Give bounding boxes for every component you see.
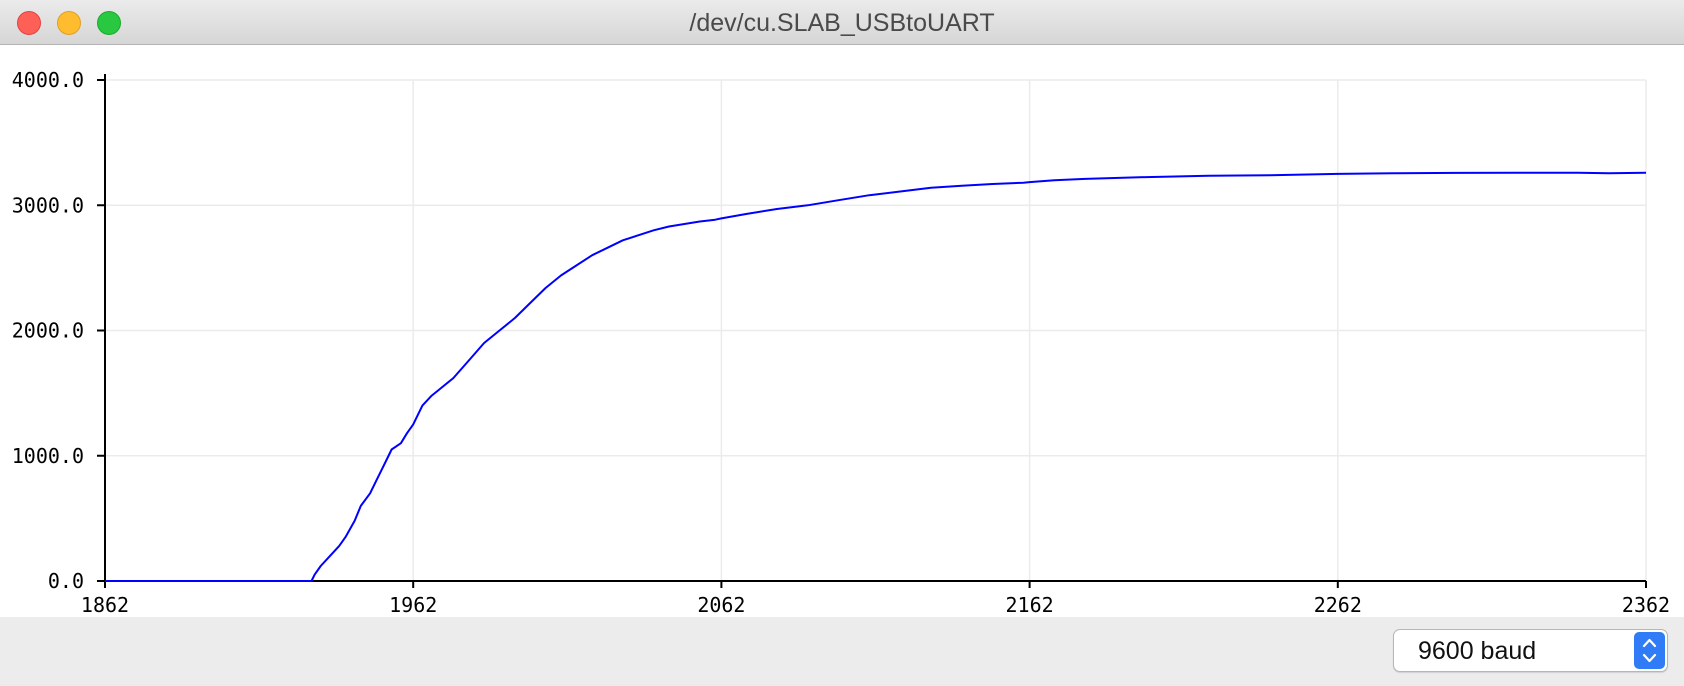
x-tick-label: 2062 xyxy=(697,593,745,617)
y-tick-label: 0.0 xyxy=(48,569,84,593)
zoom-window-button[interactable] xyxy=(97,11,121,35)
minimize-window-button[interactable] xyxy=(57,11,81,35)
y-tick-label: 1000.0 xyxy=(12,444,84,468)
x-tick-label: 2162 xyxy=(1006,593,1054,617)
chevron-up-down-icon[interactable] xyxy=(1634,632,1665,669)
x-tick-label: 2362 xyxy=(1622,593,1670,617)
close-window-button[interactable] xyxy=(17,11,41,35)
y-tick-label: 4000.0 xyxy=(12,68,84,92)
baud-rate-select[interactable]: 9600 baud xyxy=(1393,629,1668,672)
y-tick-label: 3000.0 xyxy=(12,193,84,217)
line-chart: 0.0 1000.0 2000.0 3000.0 4000.0 1862 1962 2062 2… xyxy=(12,68,1670,617)
bottom-toolbar: 9600 baud xyxy=(0,617,1684,686)
series-line xyxy=(105,171,1647,582)
window-title: /dev/cu.SLAB_USBtoUART xyxy=(689,9,995,37)
x-tick-label: 1862 xyxy=(81,593,129,617)
y-tick-label: 2000.0 xyxy=(12,319,84,343)
baud-rate-value: 9600 baud xyxy=(1418,637,1537,665)
x-tick-label: 2262 xyxy=(1314,593,1362,617)
title-bar[interactable]: /dev/cu.SLAB_USBtoUART xyxy=(0,0,1684,45)
plot-area: 0.0 1000.0 2000.0 3000.0 4000.0 1862 1962 2062 2… xyxy=(0,45,1684,617)
x-tick-label: 1962 xyxy=(389,593,437,617)
